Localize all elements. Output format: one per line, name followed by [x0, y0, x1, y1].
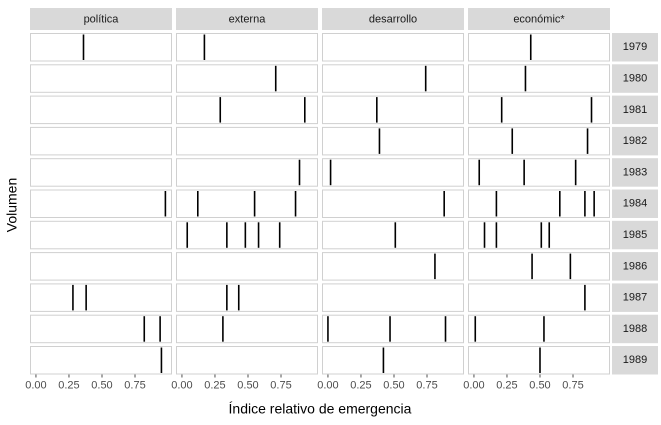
- panel: [176, 346, 318, 375]
- x-tick-label: 0.25: [58, 379, 79, 391]
- strip: [176, 8, 318, 30]
- strip: [612, 220, 658, 250]
- x-tick-label: 0.50: [383, 379, 404, 391]
- panel: [176, 95, 318, 125]
- x-tick-label: 0.25: [496, 379, 517, 391]
- panel: [322, 33, 464, 62]
- panel: [322, 158, 464, 187]
- panel: [176, 283, 318, 312]
- panel: [468, 126, 610, 156]
- row-strip-label: 1987: [623, 292, 647, 304]
- x-tick-label: 0.00: [463, 379, 484, 391]
- x-tick-label: 0.75: [562, 379, 583, 391]
- panel: [176, 64, 318, 93]
- panel: [322, 252, 464, 281]
- panel: [468, 64, 610, 93]
- panel: [322, 220, 464, 250]
- panel: [322, 64, 464, 93]
- strip: [612, 64, 658, 93]
- row-strip-label: 1989: [623, 354, 647, 366]
- row-strip-label: 1984: [623, 198, 647, 210]
- x-tick-label: 0.75: [270, 379, 291, 391]
- panel: [176, 126, 318, 156]
- column-strip-label: externa: [229, 13, 267, 25]
- x-tick-label: 0.00: [25, 379, 46, 391]
- x-tick-label: 0.25: [350, 379, 371, 391]
- panel: [322, 346, 464, 375]
- strip: [612, 126, 658, 156]
- panel: [322, 283, 464, 312]
- panel: [30, 64, 172, 93]
- panel: [30, 314, 172, 344]
- row-strip-label: 1980: [623, 72, 647, 84]
- panel: [30, 252, 172, 281]
- panel: [30, 158, 172, 187]
- row-strip-label: 1985: [623, 229, 647, 241]
- strip: [612, 189, 658, 218]
- panel: [30, 283, 172, 312]
- panel: [468, 220, 610, 250]
- panel: [322, 126, 464, 156]
- x-tick-label: 0.25: [204, 379, 225, 391]
- row-strip-label: 1988: [623, 323, 647, 335]
- row-strip-label: 1986: [623, 260, 647, 272]
- strip: [612, 346, 658, 375]
- panel: [468, 158, 610, 187]
- x-axis-title: Índice relativo de emergencia: [229, 401, 412, 417]
- panel: [468, 189, 610, 218]
- column-strip-label: desarrollo: [369, 13, 417, 25]
- x-tick-label: 0.50: [91, 379, 112, 391]
- panel: [176, 220, 318, 250]
- strip: [612, 314, 658, 344]
- panel: [30, 346, 172, 375]
- panel: [30, 33, 172, 62]
- strip: [612, 283, 658, 312]
- panel: [176, 33, 318, 62]
- strip: [612, 158, 658, 187]
- x-tick-label: 0.00: [171, 379, 192, 391]
- panel: [176, 158, 318, 187]
- panel: [322, 95, 464, 125]
- panel: [468, 314, 610, 344]
- x-tick-label: 0.75: [124, 379, 145, 391]
- strip: [30, 8, 172, 30]
- strip: [612, 252, 658, 281]
- x-tick-label: 0.00: [317, 379, 338, 391]
- y-axis-title: Volumen: [4, 178, 20, 232]
- row-strip-label: 1983: [623, 166, 647, 178]
- panel: [322, 189, 464, 218]
- x-tick-label: 0.50: [529, 379, 550, 391]
- panel: [30, 220, 172, 250]
- row-strip-label: 1981: [623, 104, 647, 116]
- panel: [322, 314, 464, 344]
- panel: [468, 346, 610, 375]
- x-tick-label: 0.75: [416, 379, 437, 391]
- row-strip-label: 1982: [623, 135, 647, 147]
- column-strip-label: política: [84, 13, 120, 25]
- panel: [176, 189, 318, 218]
- panel: [468, 283, 610, 312]
- row-strip-label: 1979: [623, 41, 647, 53]
- panel: [176, 314, 318, 344]
- column-strip-label: económic*: [513, 13, 565, 25]
- strip: [612, 95, 658, 125]
- strip: [322, 8, 464, 30]
- strip: [612, 33, 658, 62]
- strip: [468, 8, 610, 30]
- panel: [30, 95, 172, 125]
- x-tick-label: 0.50: [237, 379, 258, 391]
- panel: [30, 126, 172, 156]
- panel: [176, 252, 318, 281]
- panel: [468, 33, 610, 62]
- panel: [30, 189, 172, 218]
- panel: [468, 95, 610, 125]
- panel: [468, 252, 610, 281]
